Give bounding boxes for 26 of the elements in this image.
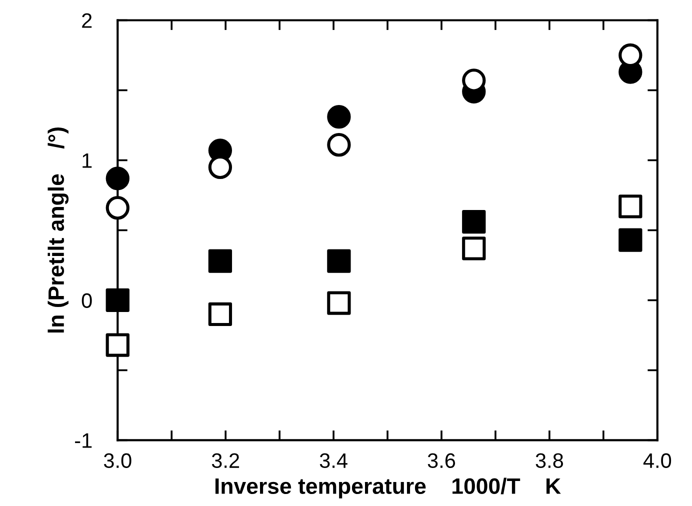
x-axis-title: Inverse temperature 1000/T K bbox=[215, 478, 561, 498]
point bbox=[327, 249, 351, 273]
x-tick-label: 3.6 bbox=[428, 453, 456, 468]
point bbox=[106, 166, 130, 190]
point bbox=[106, 288, 130, 312]
x-tick-label: 3.0 bbox=[104, 453, 132, 468]
y-tick-label: -1 bbox=[75, 433, 92, 448]
point bbox=[462, 210, 486, 234]
x-tick-label: 3.4 bbox=[320, 453, 348, 468]
point bbox=[208, 249, 232, 273]
point bbox=[106, 196, 130, 220]
x-tick-label: 3.2 bbox=[212, 453, 240, 468]
point bbox=[106, 333, 130, 357]
x-tick-label: 4.0 bbox=[643, 453, 672, 468]
point bbox=[327, 133, 351, 157]
point bbox=[327, 291, 351, 315]
y-tick-label: 2 bbox=[82, 13, 92, 28]
point bbox=[462, 236, 486, 260]
y-axis-title: ln (Pretilt angle /°) bbox=[48, 127, 69, 333]
y-tick-label: 1 bbox=[82, 153, 92, 168]
x-tick-label: 3.8 bbox=[536, 453, 564, 468]
point bbox=[618, 228, 642, 252]
point bbox=[327, 105, 351, 129]
point bbox=[618, 194, 642, 218]
point bbox=[208, 302, 232, 326]
y-tick-label: 0 bbox=[82, 293, 92, 308]
